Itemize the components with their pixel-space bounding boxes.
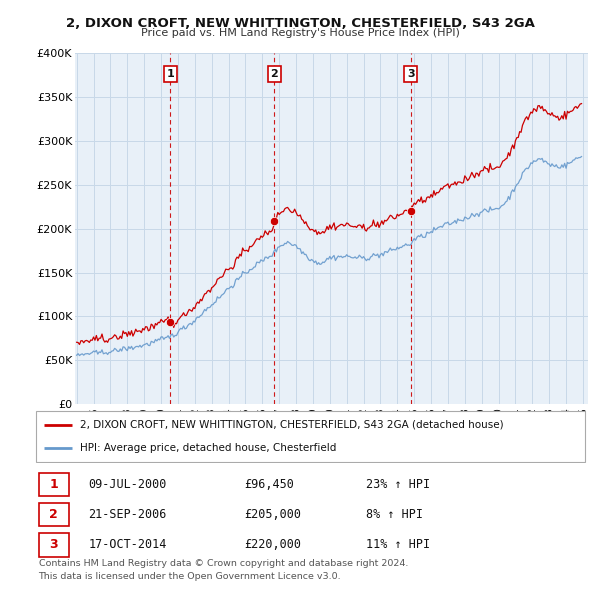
Text: 1: 1 [49,478,58,491]
Text: 2, DIXON CROFT, NEW WHITTINGTON, CHESTERFIELD, S43 2GA: 2, DIXON CROFT, NEW WHITTINGTON, CHESTER… [65,17,535,30]
FancyBboxPatch shape [38,533,69,556]
Text: Contains HM Land Registry data © Crown copyright and database right 2024.
This d: Contains HM Land Registry data © Crown c… [38,559,408,581]
Text: 3: 3 [49,538,58,551]
Text: 11% ↑ HPI: 11% ↑ HPI [366,538,430,551]
Text: 09-JUL-2000: 09-JUL-2000 [89,478,167,491]
Text: 1: 1 [166,69,174,79]
Text: £96,450: £96,450 [244,478,294,491]
Text: 17-OCT-2014: 17-OCT-2014 [89,538,167,551]
Text: HPI: Average price, detached house, Chesterfield: HPI: Average price, detached house, Ches… [80,443,337,453]
Text: Price paid vs. HM Land Registry's House Price Index (HPI): Price paid vs. HM Land Registry's House … [140,28,460,38]
Text: 2, DIXON CROFT, NEW WHITTINGTON, CHESTERFIELD, S43 2GA (detached house): 2, DIXON CROFT, NEW WHITTINGTON, CHESTER… [80,420,504,430]
FancyBboxPatch shape [36,411,585,462]
Text: 21-SEP-2006: 21-SEP-2006 [89,508,167,521]
FancyBboxPatch shape [38,473,69,496]
Text: £205,000: £205,000 [244,508,301,521]
Text: 23% ↑ HPI: 23% ↑ HPI [366,478,430,491]
Text: £220,000: £220,000 [244,538,301,551]
Text: 2: 2 [271,69,278,79]
Text: 2: 2 [49,508,58,521]
FancyBboxPatch shape [38,503,69,526]
Text: 3: 3 [407,69,415,79]
Text: 8% ↑ HPI: 8% ↑ HPI [366,508,423,521]
